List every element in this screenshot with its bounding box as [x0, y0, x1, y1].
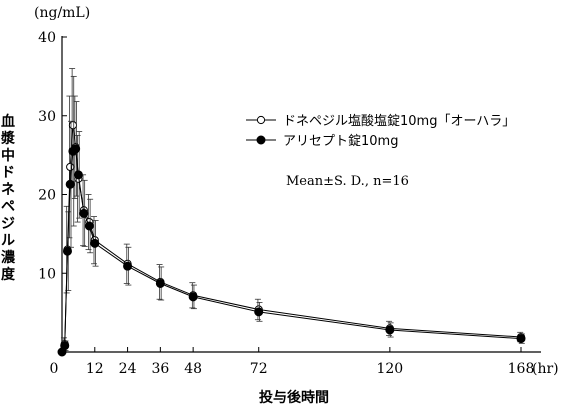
- data-point-filled: [90, 238, 100, 248]
- y-tick-label: 10: [38, 266, 56, 282]
- y-axis-ticks: 10 20 30 40: [38, 30, 67, 282]
- x-tick-label: 36: [151, 361, 169, 377]
- y-axis-title-char: ド: [1, 165, 15, 181]
- data-point-filled: [385, 325, 395, 335]
- x-tick-label: 12: [86, 361, 104, 377]
- legend-marker-open-circle: [256, 115, 266, 125]
- data-point-filled: [123, 261, 133, 271]
- y-axis-title-char: 漿: [0, 130, 16, 147]
- data-point-filled: [71, 144, 81, 154]
- data-point-filled: [84, 221, 94, 231]
- y-axis-title-char: ペ: [1, 199, 15, 215]
- data-point-filled: [60, 341, 70, 351]
- legend-marker-filled-circle: [256, 135, 266, 145]
- data-point-filled: [254, 307, 264, 317]
- y-axis-title-char: 血: [1, 113, 15, 130]
- series-1: [57, 68, 526, 357]
- y-axis-title-char: ル: [1, 233, 15, 249]
- y-tick-label: 30: [38, 109, 56, 125]
- y-axis-title-char: ネ: [1, 182, 15, 198]
- data-point-open: [66, 162, 75, 172]
- legend-label-series-2: アリセプト錠10mg: [283, 134, 398, 149]
- y-tick-label: 20: [38, 188, 56, 204]
- legend-label-series-1: ドネペジル塩酸塩錠10mg「オーハラ」: [283, 114, 515, 129]
- series-2: [57, 75, 526, 357]
- series-layer: [57, 68, 526, 357]
- data-point-filled: [188, 292, 198, 302]
- y-axis-title-char: ジ: [1, 216, 15, 232]
- x-tick-label: 24: [119, 361, 137, 377]
- y-tick-label: 40: [38, 30, 56, 46]
- x-tick-label: 72: [250, 361, 268, 377]
- x-axis-title: 投与後時間: [259, 389, 329, 406]
- x-unit-label: (hr): [532, 361, 559, 377]
- y-axis-title-char: 中: [1, 147, 15, 164]
- data-point-filled: [65, 179, 75, 189]
- data-point-filled: [62, 246, 72, 256]
- data-point-filled: [155, 278, 165, 288]
- x-tick-label: 0: [50, 361, 59, 377]
- series-line: [61, 147, 522, 353]
- x-tick-label: 48: [184, 361, 202, 377]
- x-axis-ticks: 0 12 24 36 48 72 120 168: [50, 347, 535, 377]
- data-point-filled: [73, 170, 83, 180]
- data-point-filled: [79, 208, 89, 218]
- series-line: [61, 125, 522, 353]
- stats-annotation: Mean±S. D., n=16: [286, 174, 409, 189]
- legend: ドネペジル塩酸塩錠10mg「オーハラ」 アリセプト錠10mg: [246, 114, 515, 149]
- y-axis-title-char: 濃: [1, 249, 16, 266]
- x-tick-label: 168: [508, 361, 535, 377]
- y-axis-title-char: 度: [1, 266, 16, 283]
- data-point-open: [68, 121, 78, 130]
- x-tick-label: 120: [376, 361, 403, 377]
- y-unit-label: (ng/mL): [34, 5, 90, 21]
- data-point-filled: [516, 334, 526, 344]
